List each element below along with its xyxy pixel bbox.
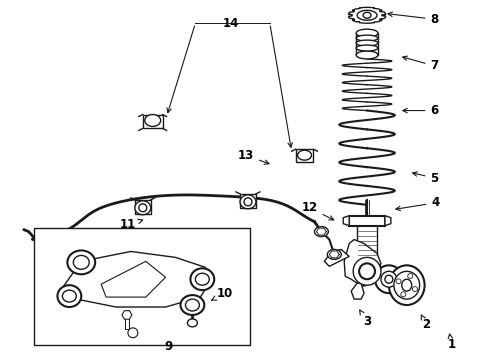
Ellipse shape <box>356 51 378 59</box>
Ellipse shape <box>240 195 256 209</box>
Polygon shape <box>348 7 386 23</box>
Ellipse shape <box>315 227 328 237</box>
Ellipse shape <box>139 204 147 212</box>
Ellipse shape <box>62 290 76 302</box>
Ellipse shape <box>408 274 413 279</box>
Text: 9: 9 <box>165 340 172 353</box>
Ellipse shape <box>145 114 161 126</box>
Polygon shape <box>357 10 377 20</box>
Bar <box>34 228 250 345</box>
Text: 10: 10 <box>212 287 233 300</box>
Text: 14: 14 <box>223 17 239 30</box>
Text: 2: 2 <box>421 315 431 331</box>
Bar <box>357 218 377 257</box>
Ellipse shape <box>57 285 81 307</box>
Ellipse shape <box>135 201 151 215</box>
Ellipse shape <box>389 265 425 305</box>
Ellipse shape <box>413 287 417 292</box>
Ellipse shape <box>327 249 341 260</box>
Ellipse shape <box>402 279 412 291</box>
Ellipse shape <box>128 328 138 338</box>
Polygon shape <box>343 216 349 226</box>
Text: 3: 3 <box>360 310 371 328</box>
Bar <box>349 216 385 226</box>
Polygon shape <box>385 216 391 226</box>
Bar <box>125 315 129 329</box>
Ellipse shape <box>381 271 397 287</box>
Ellipse shape <box>363 12 371 18</box>
Text: 1: 1 <box>447 334 456 351</box>
Text: 12: 12 <box>301 201 334 220</box>
Polygon shape <box>101 261 166 297</box>
Polygon shape <box>351 283 364 299</box>
Bar <box>135 200 151 214</box>
Bar <box>240 194 256 208</box>
Ellipse shape <box>180 295 204 315</box>
Polygon shape <box>344 239 381 286</box>
Ellipse shape <box>385 275 393 283</box>
Text: 4: 4 <box>396 196 440 211</box>
Polygon shape <box>122 311 132 319</box>
Ellipse shape <box>356 29 378 37</box>
Ellipse shape <box>185 299 199 311</box>
Ellipse shape <box>74 255 89 269</box>
Ellipse shape <box>196 273 209 285</box>
Ellipse shape <box>244 198 252 206</box>
Ellipse shape <box>191 268 214 290</box>
Text: 5: 5 <box>413 171 439 185</box>
Ellipse shape <box>396 279 401 284</box>
Ellipse shape <box>375 265 403 293</box>
Bar <box>143 114 163 129</box>
Bar <box>295 149 314 162</box>
Ellipse shape <box>353 257 381 285</box>
Text: 8: 8 <box>388 12 439 26</box>
Ellipse shape <box>68 251 95 274</box>
Polygon shape <box>61 251 210 307</box>
Text: 13: 13 <box>238 149 269 164</box>
Ellipse shape <box>356 40 378 46</box>
Ellipse shape <box>356 35 378 41</box>
Ellipse shape <box>188 319 197 327</box>
Bar <box>356 33 378 55</box>
Ellipse shape <box>394 271 419 299</box>
Ellipse shape <box>297 150 312 160</box>
Text: 7: 7 <box>403 56 439 72</box>
Ellipse shape <box>401 292 406 297</box>
Polygon shape <box>324 249 349 266</box>
Text: 11: 11 <box>120 218 143 231</box>
Ellipse shape <box>356 45 378 51</box>
Text: 6: 6 <box>403 104 439 117</box>
Ellipse shape <box>359 264 375 279</box>
